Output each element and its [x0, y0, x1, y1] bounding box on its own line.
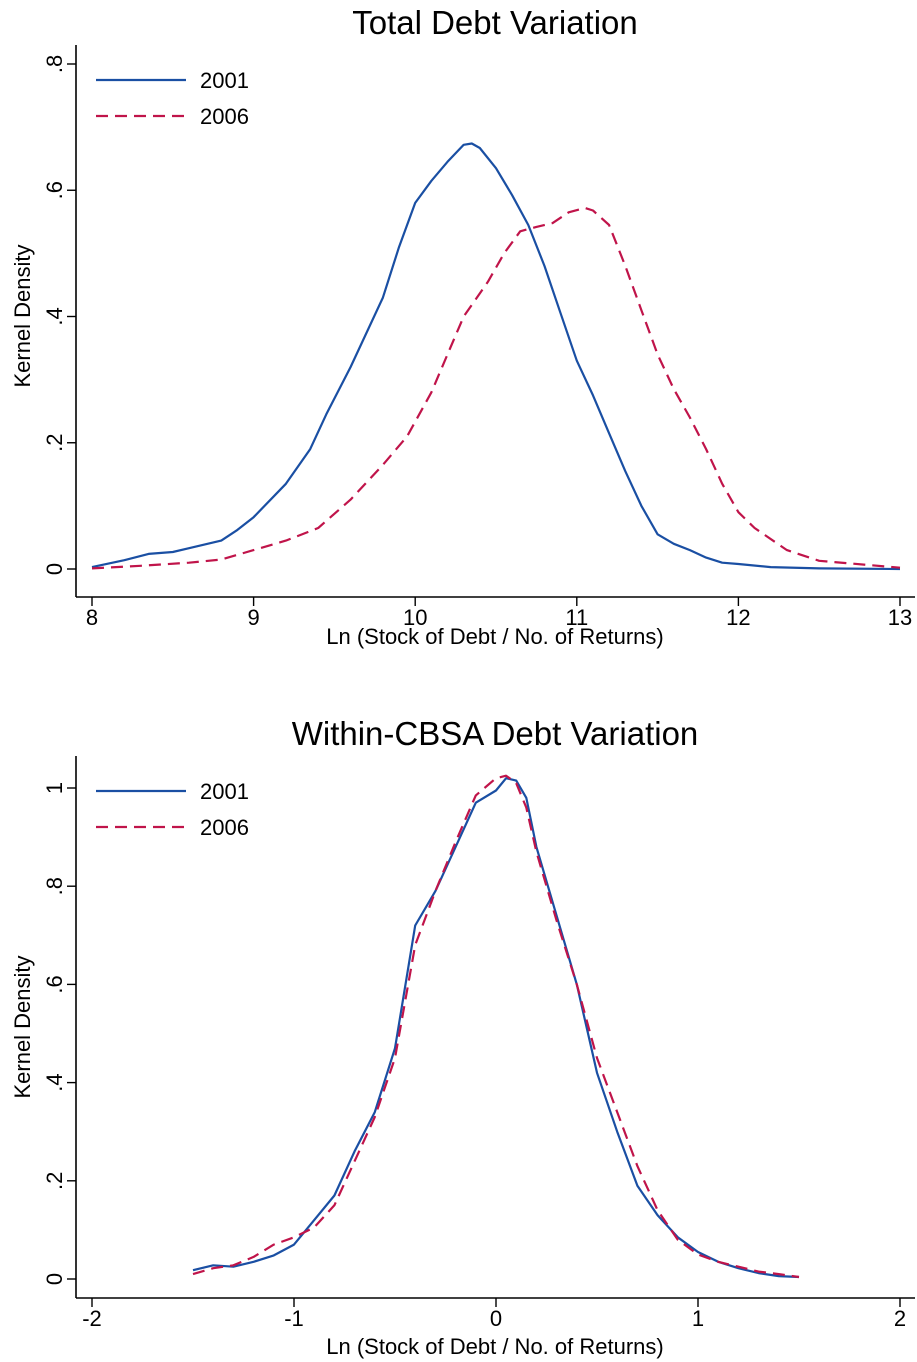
chart-title: Within-CBSA Debt Variation [292, 715, 699, 752]
series-line-2006 [192, 774, 800, 1279]
y-tick-label: 0 [42, 1273, 67, 1285]
x-axis-label: Ln (Stock of Debt / No. of Returns) [326, 1334, 663, 1359]
x-axis-label: Ln (Stock of Debt / No. of Returns) [326, 624, 663, 649]
x-tick-label: 9 [247, 605, 259, 630]
panel-within-cbsa: Within-CBSA Debt Variation Kernel Densit… [10, 715, 915, 1359]
series-line-2006 [91, 206, 901, 570]
x-tick-label: 2 [894, 1306, 906, 1331]
y-tick-label: .6 [42, 181, 67, 199]
axes: 0 .2 .4 .6 .8 1 -2 -1 0 1 2 [42, 756, 915, 1331]
x-tick-label: 12 [726, 605, 750, 630]
y-tick-label: .8 [42, 877, 67, 895]
y-axis-label: Kernel Density [10, 955, 35, 1098]
series-group [192, 774, 800, 1279]
legend-label-2001: 2001 [200, 779, 249, 804]
y-tick-label: 0 [42, 563, 67, 575]
x-tick-label: 8 [86, 605, 98, 630]
panel-total-debt: Total Debt Variation Kernel Density Ln (… [10, 4, 915, 649]
legend-label-2006: 2006 [200, 815, 249, 840]
y-tick-label: .4 [42, 307, 67, 325]
x-tick-label: 10 [403, 605, 427, 630]
legend-label-2001: 2001 [200, 68, 249, 93]
y-tick-label: 1 [42, 782, 67, 794]
x-tick-label: 0 [490, 1306, 502, 1331]
legend: 2001 2006 [96, 779, 249, 840]
y-tick-label: .2 [42, 434, 67, 452]
x-tick-label: 1 [692, 1306, 704, 1331]
y-tick-label: .2 [42, 1172, 67, 1190]
chart-title: Total Debt Variation [352, 4, 638, 41]
y-tick-label: .8 [42, 55, 67, 73]
x-tick-label: -1 [284, 1306, 304, 1331]
x-tick-label: 13 [888, 605, 912, 630]
legend: 2001 2006 [96, 68, 249, 129]
series-group [91, 142, 901, 571]
y-tick-label: .4 [42, 1073, 67, 1091]
series-line-2001 [192, 777, 800, 1279]
axes: 0 .2 .4 .6 .8 8 9 10 11 12 13 [42, 45, 915, 630]
x-tick-label: -2 [82, 1306, 102, 1331]
y-tick-label: .6 [42, 975, 67, 993]
y-axis-label: Kernel Density [10, 244, 35, 387]
series-line-2001 [91, 142, 901, 571]
x-tick-label: 11 [565, 605, 588, 630]
legend-label-2006: 2006 [200, 104, 249, 129]
